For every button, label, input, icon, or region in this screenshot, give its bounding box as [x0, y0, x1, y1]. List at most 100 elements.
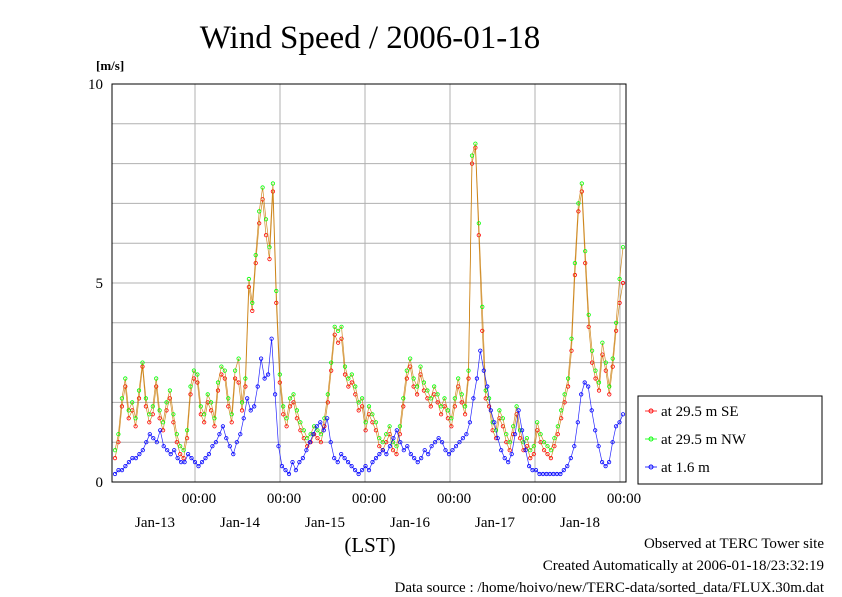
data-point [325, 400, 330, 405]
data-point [599, 459, 605, 465]
data-point [506, 459, 511, 465]
data-point [435, 392, 440, 397]
data-point [404, 376, 409, 381]
data-point [212, 416, 217, 421]
y-tick-label: 0 [96, 475, 104, 491]
data-point [541, 440, 547, 445]
data-point [205, 392, 210, 397]
data-point [277, 372, 282, 377]
data-point [346, 384, 351, 389]
data-point [559, 408, 564, 413]
data-point [213, 440, 218, 445]
data-point [150, 404, 155, 409]
data-point [512, 432, 518, 437]
data-point [428, 404, 433, 409]
legend-label: at 29.5 m NW [661, 432, 747, 448]
series-lines [112, 141, 626, 477]
data-point [325, 416, 330, 421]
data-point [298, 420, 303, 425]
data-point [438, 404, 444, 409]
data-point [575, 420, 580, 425]
data-point [342, 364, 348, 369]
data-point [492, 420, 497, 425]
data-point [548, 448, 554, 453]
data-point [613, 328, 619, 333]
data-point [620, 280, 626, 286]
data-point [345, 459, 351, 465]
data-point [133, 416, 138, 421]
data-point [158, 428, 163, 433]
data-point [593, 368, 598, 373]
data-point [517, 436, 523, 441]
chart-title: Wind Speed / 2006-01-18 [200, 20, 541, 56]
data-point [502, 455, 507, 461]
data-point [582, 380, 587, 385]
data-point [418, 364, 423, 369]
data-point [445, 408, 450, 413]
data-point [507, 448, 512, 453]
data-point [290, 459, 295, 465]
data-point [603, 463, 608, 469]
data-point [195, 380, 200, 385]
data-point [499, 448, 504, 453]
plot-frame [111, 83, 627, 483]
data-point [253, 253, 258, 258]
data-point [279, 463, 285, 469]
data-point [172, 448, 177, 453]
data-point [304, 448, 309, 453]
data-point [495, 436, 500, 441]
data-point [322, 416, 327, 421]
data-point [318, 420, 323, 425]
data-point [269, 336, 274, 341]
data-point [255, 384, 260, 389]
data-point [586, 324, 591, 329]
data-point [453, 444, 459, 449]
data-point [272, 392, 278, 397]
data-point [359, 467, 365, 473]
data-point [286, 471, 292, 477]
data-point [174, 432, 179, 437]
x-tick-date-label: Jan-18 [560, 515, 600, 531]
x-tick-time-label: 00:00 [182, 491, 216, 507]
data-point [300, 455, 305, 461]
data-point [617, 276, 622, 282]
series-3 [112, 336, 626, 477]
data-point [474, 376, 479, 381]
data-point [401, 448, 406, 453]
x-tick-date-label: Jan-15 [305, 515, 345, 531]
data-point [478, 348, 483, 353]
data-point [456, 376, 461, 381]
y-axis-ticks: 0 5 10 [88, 77, 103, 491]
data-point [356, 471, 361, 477]
data-point [265, 372, 271, 377]
data-point [287, 396, 293, 401]
data-point [140, 448, 145, 453]
data-point [610, 440, 615, 445]
data-point [157, 416, 162, 421]
data-point [408, 356, 413, 361]
data-point [576, 209, 581, 214]
data-point [321, 428, 326, 433]
data-point [140, 360, 145, 365]
data-point [459, 392, 464, 397]
data-point [335, 328, 341, 333]
data-point [297, 459, 302, 465]
data-point [436, 436, 441, 441]
data-point [412, 455, 417, 461]
data-point [339, 451, 344, 457]
data-point [133, 424, 138, 429]
data-point [318, 432, 323, 437]
data-point [485, 384, 490, 389]
data-point [258, 356, 264, 361]
data-point [459, 400, 464, 405]
data-point [507, 440, 512, 445]
data-point [154, 440, 159, 445]
data-point [363, 420, 368, 425]
data-point [311, 424, 317, 429]
data-point [233, 376, 238, 381]
data-point [523, 448, 528, 453]
data-point [147, 432, 152, 437]
data-point [188, 392, 193, 397]
data-point [432, 384, 437, 389]
data-point [267, 256, 272, 262]
